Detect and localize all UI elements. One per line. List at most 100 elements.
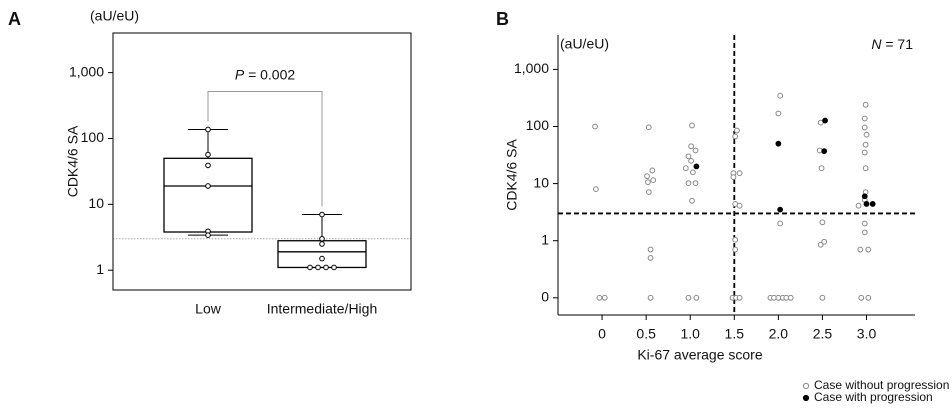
data-point	[319, 211, 325, 218]
legend-label: Case with progression	[814, 390, 933, 404]
panel-label: A	[8, 9, 21, 29]
y-tick-label: 0	[541, 289, 549, 305]
data-point	[693, 294, 700, 301]
data-point	[647, 246, 654, 253]
data-point	[685, 294, 692, 301]
data-point	[869, 201, 876, 207]
data-point	[645, 179, 651, 186]
data-point	[865, 246, 872, 253]
data-point	[685, 180, 692, 187]
data-point	[205, 151, 211, 158]
x-tick-label: 1.0	[680, 326, 700, 342]
data-point	[775, 140, 782, 147]
data-point	[689, 122, 695, 129]
data-point	[777, 92, 784, 99]
data-point	[319, 241, 325, 247]
data-point	[865, 294, 872, 301]
data-point	[730, 174, 737, 180]
data-point	[315, 264, 321, 271]
data-point	[205, 232, 211, 238]
significance-bracket	[207, 90, 323, 207]
data-point	[688, 157, 695, 164]
data-point	[644, 173, 650, 180]
data-point	[649, 167, 656, 174]
data-point	[863, 201, 870, 207]
data-point	[862, 165, 869, 172]
data-point	[855, 202, 862, 209]
data-point	[205, 183, 211, 189]
y-tick-label: 10	[533, 174, 549, 190]
data-point	[205, 126, 211, 133]
data-point	[861, 149, 868, 156]
annotation: N = 71	[871, 36, 913, 52]
data-point	[685, 153, 692, 160]
data-point	[817, 241, 824, 248]
y-axis-title: CDK4/6 SA	[65, 125, 81, 197]
data-point	[205, 162, 211, 169]
data-point	[647, 294, 654, 301]
x-tick-label: 2.5	[813, 326, 833, 342]
data-point	[861, 220, 868, 227]
y-tick-label: 1,000	[514, 60, 549, 76]
data-point	[331, 264, 337, 271]
data-point	[736, 170, 743, 177]
data-point	[821, 148, 828, 155]
data-point	[858, 294, 865, 301]
data-point	[689, 169, 696, 176]
data-point	[861, 124, 868, 131]
data-point	[862, 141, 869, 148]
annotation-text: = 71	[885, 36, 913, 52]
legend-label: Case without progression	[814, 378, 949, 392]
y-tick-label: 1	[96, 261, 104, 277]
data-point	[596, 294, 603, 301]
data-point	[732, 133, 739, 140]
legend-marker	[802, 382, 810, 390]
unit-label: (aU/eU)	[560, 36, 609, 52]
y-tick-label: 10	[88, 195, 104, 211]
data-point	[818, 165, 825, 172]
data-point	[650, 177, 657, 184]
x-axis-title: Ki-67 average score	[637, 347, 763, 363]
data-point	[323, 264, 329, 271]
data-point	[601, 294, 608, 301]
data-point	[645, 189, 652, 195]
data-point	[787, 294, 794, 301]
data-point	[819, 294, 826, 301]
plot-frame	[112, 32, 412, 291]
data-point	[861, 229, 868, 236]
y-tick-label: 1	[541, 231, 549, 247]
data-point	[732, 246, 739, 253]
panel-label: B	[496, 9, 509, 29]
y-axis-title: CDK4/6 SA	[504, 139, 520, 211]
data-point	[777, 206, 784, 213]
data-point	[319, 235, 325, 242]
data-point	[734, 127, 740, 134]
data-point	[775, 110, 782, 117]
data-point	[693, 163, 700, 170]
data-point	[822, 117, 828, 124]
data-point	[688, 143, 695, 150]
data-point	[593, 186, 599, 193]
data-point	[692, 147, 699, 154]
data-point	[736, 202, 743, 209]
x-tick-label: Intermediate/High	[267, 301, 378, 317]
y-tick-label: 1,000	[69, 63, 104, 79]
x-tick-label: 2.0	[769, 326, 789, 342]
data-point	[647, 254, 654, 261]
x-tick-label: 0.5	[636, 326, 656, 342]
data-point	[689, 197, 695, 204]
data-point	[692, 180, 699, 187]
annotation-symbol: P	[235, 66, 245, 82]
annotation: P = 0.002	[235, 66, 296, 82]
data-point	[592, 123, 598, 130]
data-point	[819, 219, 826, 226]
data-point	[821, 238, 828, 245]
data-point	[736, 294, 743, 301]
y-tick-label: 100	[526, 117, 550, 133]
data-point	[863, 131, 870, 138]
annotation-symbol: N	[871, 36, 882, 52]
data-point	[732, 236, 739, 243]
annotation-text: = 0.002	[248, 66, 295, 82]
x-tick-label: 3.0	[857, 326, 877, 342]
